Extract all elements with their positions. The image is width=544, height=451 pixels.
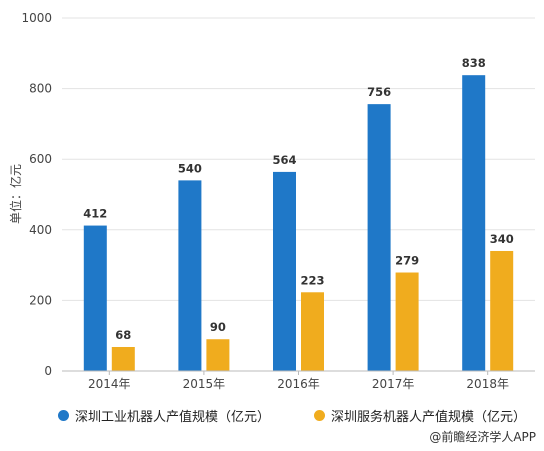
grid-lines (62, 17, 535, 301)
data-label: 756 (367, 85, 391, 99)
bar-service (490, 250, 514, 371)
x-tick-label: 2014年 (88, 377, 131, 391)
data-label: 68 (115, 328, 131, 342)
y-axis-label: 单位：亿元 (8, 164, 23, 224)
y-tick-label: 200 (29, 293, 52, 307)
legend-item-service: 深圳服务机器人产值规模（亿元） (314, 406, 526, 425)
y-tick-label: 400 (29, 223, 52, 237)
y-axis-ticks: 0 200 400 600 800 1000 (21, 11, 52, 378)
data-label: 838 (462, 56, 486, 70)
source-credit: @前瞻经济学人APP (429, 430, 536, 444)
data-label: 90 (210, 320, 226, 334)
bar-industrial (462, 75, 486, 371)
legend-swatch-industrial (58, 410, 69, 421)
data-label: 223 (300, 273, 324, 287)
bars: 412 68 540 90 564 223 756 279 838 340 (83, 56, 514, 371)
bar-service (301, 292, 324, 371)
bar-service (395, 272, 419, 371)
x-tick-label: 2018年 (466, 377, 509, 391)
data-label: 564 (272, 153, 296, 167)
bar-service (111, 346, 135, 371)
y-tick-label: 1000 (21, 11, 52, 25)
legend: 深圳工业机器人产值规模（亿元） 深圳服务机器人产值规模（亿元） (58, 406, 526, 425)
bar-service (206, 339, 230, 371)
x-tick-label: 2016年 (277, 377, 320, 391)
legend-item-industrial: 深圳工业机器人产值规模（亿元） (58, 406, 270, 425)
legend-label-service: 深圳服务机器人产值规模（亿元） (331, 410, 527, 425)
data-label: 540 (178, 161, 202, 175)
x-tick-label: 2015年 (183, 377, 226, 391)
legend-swatch-service (314, 410, 326, 421)
y-tick-label: 0 (44, 364, 52, 378)
data-label: 340 (490, 232, 514, 246)
y-tick-label: 600 (29, 152, 52, 166)
bar-industrial (83, 225, 107, 371)
bar-industrial (367, 104, 391, 371)
data-label: 412 (83, 207, 107, 221)
bar-industrial (273, 171, 296, 371)
x-tick-label: 2017年 (372, 377, 415, 391)
y-tick-label: 800 (29, 82, 52, 96)
x-axis-ticks: 2014年 2015年 2016年 2017年 2018年 (88, 371, 509, 391)
data-label: 279 (395, 254, 419, 268)
legend-label-industrial: 深圳工业机器人产值规模（亿元） (75, 410, 271, 425)
bar-industrial (178, 180, 202, 371)
